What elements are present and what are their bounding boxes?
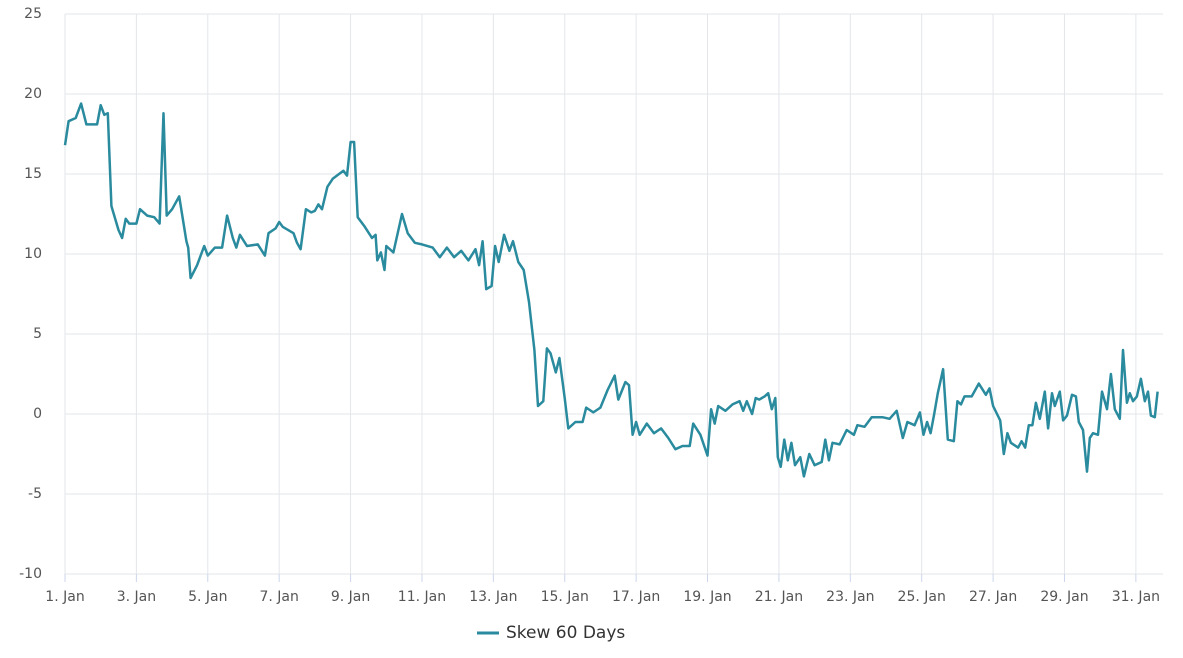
x-tick-label: 25. Jan: [898, 589, 946, 605]
x-tick-label: 21. Jan: [755, 589, 803, 605]
x-tick-label: 13. Jan: [469, 589, 517, 605]
x-tick-label: 1. Jan: [45, 589, 84, 605]
x-tick-label: 31. Jan: [1112, 589, 1160, 605]
x-tick-label: 7. Jan: [259, 589, 298, 605]
y-tick-label: -10: [19, 566, 42, 582]
x-tick-label: 3. Jan: [117, 589, 156, 605]
x-tick-label: 17. Jan: [612, 589, 660, 605]
y-tick-label: 25: [24, 6, 42, 22]
y-tick-label: 5: [33, 326, 42, 342]
x-tick-label: 9. Jan: [331, 589, 370, 605]
x-tick-label: 29. Jan: [1040, 589, 1088, 605]
legend-label: Skew 60 Days: [506, 623, 625, 643]
x-tick-label: 5. Jan: [188, 589, 227, 605]
x-tick-label: 23. Jan: [826, 589, 874, 605]
x-tick-label: 11. Jan: [398, 589, 446, 605]
x-tick-label: 15. Jan: [541, 589, 589, 605]
y-tick-label: 10: [24, 246, 42, 262]
x-tick-label: 19. Jan: [683, 589, 731, 605]
y-tick-label: 15: [24, 166, 42, 182]
y-tick-label: 20: [24, 86, 42, 102]
series-line: [63, 102, 1159, 478]
y-tick-label: 0: [33, 406, 42, 422]
x-tick-label: 27. Jan: [969, 589, 1017, 605]
y-tick-label: -5: [28, 486, 42, 502]
